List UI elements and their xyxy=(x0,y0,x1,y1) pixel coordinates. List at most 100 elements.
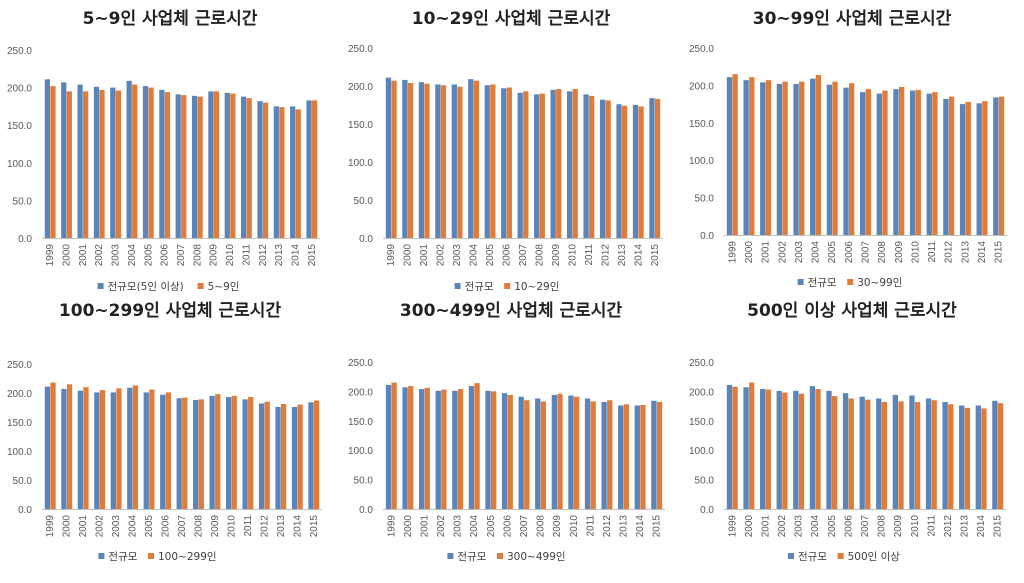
bar-total-2006 xyxy=(501,88,507,238)
bar-size-class-2012 xyxy=(264,401,270,509)
legend: 전규모 500인 이상 xyxy=(788,551,900,563)
bar-total-2001 xyxy=(418,82,425,238)
bar-total-2004 xyxy=(468,386,475,509)
bar-size-class-2001 xyxy=(424,83,430,238)
bar-size-class-2000 xyxy=(407,82,414,239)
bar-size-class-2010 xyxy=(915,89,921,235)
bar-total-2006 xyxy=(843,87,849,235)
chart-svg: 500인 이상 사업체 근로시간 0.0 50.0 100.0 150.0 200.0 25… xyxy=(689,301,1006,563)
bar-size-class-2009 xyxy=(213,91,220,238)
bar-total-2002 xyxy=(776,83,783,236)
bar-total-2008 xyxy=(876,93,882,235)
bar-total-2005 xyxy=(142,86,149,238)
y-tick-label: 50.0 xyxy=(695,194,715,205)
bar-size-class-2010 xyxy=(573,396,580,509)
bar-total-2014 xyxy=(634,405,640,509)
chart-svg: 30~99인 사업체 근로시간 0.0 50.0 100.0 150.0 200.0 250… xyxy=(689,9,1007,289)
x-tick-label: 2014 xyxy=(977,241,988,264)
bar-total-2002 xyxy=(776,390,782,509)
y-tick-label: 100.0 xyxy=(7,159,32,170)
y-tick-label: 250.0 xyxy=(348,44,373,55)
bar-size-class-2013 xyxy=(621,105,628,238)
bar-size-class-2004 xyxy=(132,84,138,238)
legend-label: 전규모 xyxy=(465,281,494,291)
x-tick-label: 2004 xyxy=(127,244,138,267)
bar-total-2000 xyxy=(61,388,67,509)
bar-size-class-1999 xyxy=(391,382,397,509)
bar-total-2004 xyxy=(810,78,816,235)
x-tick-label: 2003 xyxy=(794,515,805,538)
x-tick-label: 2013 xyxy=(960,515,971,538)
bar-total-2009 xyxy=(209,395,215,509)
legend: 전규모 10~29인 xyxy=(454,281,559,291)
legend-label: 500인 이상 xyxy=(848,551,901,563)
x-tick-label: 2009 xyxy=(551,244,562,267)
x-tick-label: 2001 xyxy=(761,241,772,264)
x-tick-label: 2013 xyxy=(960,241,971,264)
bar-size-class-2005 xyxy=(490,391,497,509)
bar-total-2009 xyxy=(892,394,899,509)
y-tick-label: 250.0 xyxy=(689,358,714,369)
bar-size-class-2015 xyxy=(656,401,663,509)
chart-panel-5-9: 5~9인 사업체 근로시간 0.0 50.0 100.0 150.0 200.0 250.0… xyxy=(0,0,341,291)
bar-total-2010 xyxy=(909,90,916,235)
x-tick-label: 2006 xyxy=(843,515,854,538)
bar-total-2006 xyxy=(501,393,508,509)
bar-total-2015 xyxy=(992,400,998,509)
bar-total-2014 xyxy=(632,105,639,238)
x-tick-label: 2008 xyxy=(192,244,203,267)
bar-size-class-2000 xyxy=(66,384,73,509)
bar-size-class-2003 xyxy=(116,388,122,509)
bar-total-2013 xyxy=(616,104,622,239)
x-tick-label: 2014 xyxy=(290,244,301,267)
bar-size-class-2011 xyxy=(931,400,937,509)
y-tick-label: 200.0 xyxy=(689,387,714,398)
bar-total-2012 xyxy=(943,98,949,235)
bar-size-class-2008 xyxy=(197,96,203,239)
legend-swatch xyxy=(197,283,204,289)
x-tick-label: 2010 xyxy=(226,515,237,538)
x-tick-label: 2010 xyxy=(910,241,921,264)
x-tick-label: 2015 xyxy=(307,244,318,267)
bar-total-2011 xyxy=(242,399,248,509)
bar-size-class-2011 xyxy=(246,98,252,238)
bar-total-2005 xyxy=(143,392,149,509)
x-tick-label: 2015 xyxy=(993,515,1004,538)
bar-size-class-2006 xyxy=(507,394,513,509)
y-tick-label: 100.0 xyxy=(7,447,32,458)
x-tick-label: 2005 xyxy=(143,244,154,267)
bar-total-2007 xyxy=(518,396,524,509)
y-tick-label: 100.0 xyxy=(689,156,714,167)
bar-total-2006 xyxy=(842,393,849,509)
bar-size-class-2007 xyxy=(181,95,187,239)
x-tick-label: 2002 xyxy=(777,241,788,264)
legend-swatch xyxy=(497,553,503,559)
bar-total-2008 xyxy=(191,95,198,239)
legend-label: 전규모 xyxy=(108,551,137,563)
x-tick-label: 2001 xyxy=(419,515,430,538)
bar-total-2004 xyxy=(809,386,816,509)
bar-size-class-2005 xyxy=(148,87,154,238)
y-tick-label: 200.0 xyxy=(7,389,32,400)
bar-total-2010 xyxy=(566,91,573,238)
y-tick-label: 150.0 xyxy=(7,418,32,429)
bar-size-class-2004 xyxy=(474,383,480,509)
bar-size-class-2004 xyxy=(132,385,139,509)
bar-size-class-2013 xyxy=(964,407,971,509)
bar-size-class-2015 xyxy=(313,400,320,509)
y-tick-label: 50.0 xyxy=(13,476,33,487)
x-tick-label: 2011 xyxy=(927,241,938,263)
x-tick-label: 2002 xyxy=(94,244,105,267)
bar-total-1999 xyxy=(726,77,733,235)
bar-total-2014 xyxy=(975,405,981,509)
y-tick-label: 200.0 xyxy=(348,82,373,93)
bar-total-2006 xyxy=(159,89,165,238)
bar-size-class-2014 xyxy=(640,404,646,509)
bar-size-class-2001 xyxy=(765,80,772,235)
legend-label: 300~499인 xyxy=(507,551,566,563)
bar-size-class-2012 xyxy=(607,400,613,509)
bar-size-class-2009 xyxy=(898,86,905,236)
bar-size-class-2009 xyxy=(556,89,562,238)
bar-total-2013 xyxy=(275,406,281,509)
bar-total-2003 xyxy=(793,83,799,236)
